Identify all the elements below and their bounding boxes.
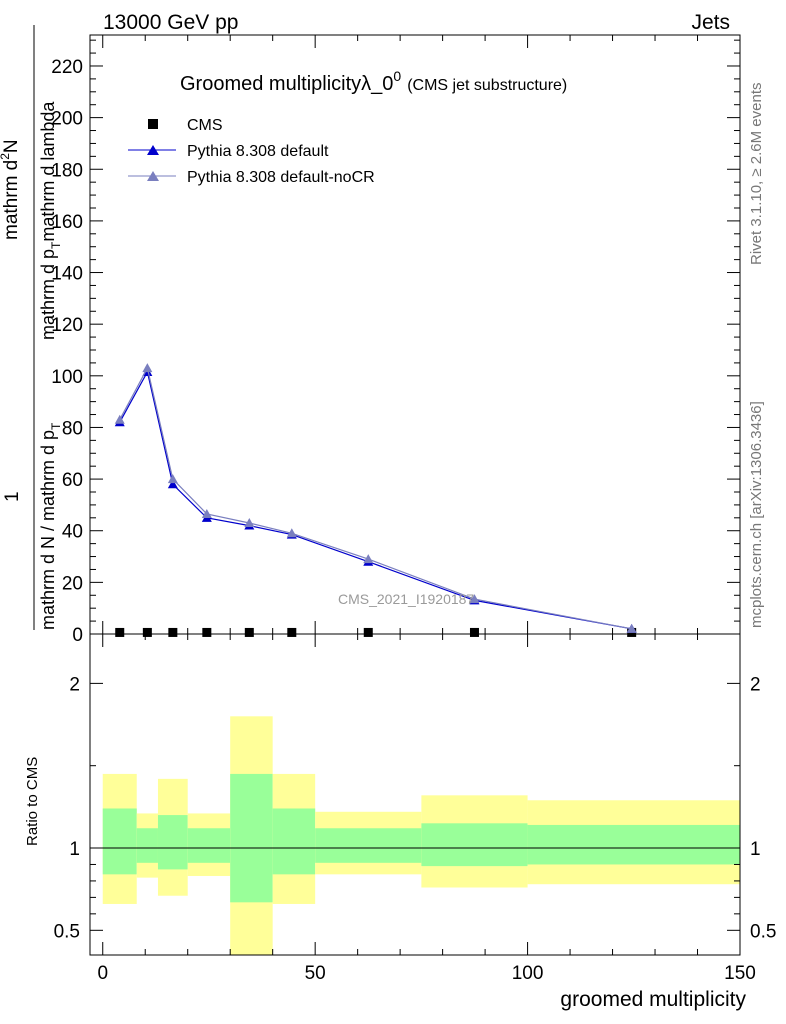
ylabel-den-2: mathrm d pTmathrm d lambda: [38, 101, 63, 340]
ylabel-num-end: N: [1, 139, 22, 153]
cms-data-point: [142, 627, 152, 637]
title-main: Groomed multiplicityλ_0: [180, 73, 393, 95]
ylabel-num: mathrm d2N: [0, 139, 22, 240]
ylabel-den-1-text: mathrm d N / mathrm d p: [38, 430, 58, 630]
ratio-y-tick-label: 1: [69, 839, 80, 860]
y-tick-label: 100: [51, 367, 83, 388]
ylabel-den-3: mathrm d lambda: [38, 101, 58, 242]
ylabel-den-2-sub: T: [49, 241, 63, 249]
ratio-inner-band: [102, 808, 137, 875]
x-tick-label: 150: [724, 963, 756, 984]
ratio-bands-group: [102, 716, 740, 955]
y-tick-label: 20: [62, 573, 83, 594]
ratio-inner-band: [421, 823, 528, 867]
cms-data-point: [115, 627, 125, 637]
energy-label: 13000 GeV pp: [103, 11, 238, 34]
process-label: Jets: [691, 11, 730, 34]
x-tick-label: 0: [97, 963, 108, 984]
legend-marker-pythia-nocr: [147, 171, 159, 181]
y-tick-label: 160: [51, 212, 83, 233]
mc-data-point: [167, 474, 178, 484]
y-tick-label: 60: [62, 470, 83, 491]
x-tick-label: 50: [305, 963, 326, 984]
ratio-y-tick-label: 0.5: [54, 921, 80, 942]
ratio-y-axis-label: Ratio to CMS: [24, 757, 41, 846]
y-tick-label: 200: [51, 109, 83, 130]
ratio-y-tick-label-right: 1: [750, 839, 761, 860]
ylabel-left-one: 1: [2, 491, 23, 502]
title-subtitle: (CMS jet substructure): [407, 77, 567, 94]
legend-item-cms: CMS: [148, 117, 223, 134]
mc-data-point: [286, 528, 297, 538]
y-tick-label: 180: [51, 160, 83, 181]
title-superscript: 0: [393, 68, 401, 84]
ratio-y-tick-label-right: 0.5: [750, 921, 776, 942]
legend-label-pythia-default: Pythia 8.308 default: [187, 143, 329, 160]
mc-data-point: [469, 594, 480, 604]
y-tick-label: 40: [62, 522, 83, 543]
y-tick-label: 80: [62, 418, 83, 439]
ratio-inner-band: [230, 773, 273, 903]
y-tick-label: 120: [51, 315, 83, 336]
cms-data-point: [244, 627, 254, 637]
mc-data-point: [201, 508, 212, 518]
legend: CMS Pythia 8.308 default Pythia 8.308 de…: [128, 117, 375, 186]
mc-data-point: [142, 363, 153, 373]
mc-data-point: [626, 623, 637, 633]
cms-data-point: [168, 627, 178, 637]
ratio-plot-panel: 0.5 0.5 1 1 2 2 0 50 100 150 Ratio to CMS groomed…: [24, 633, 776, 1011]
mc-data-point: [363, 554, 374, 564]
ratio-y-tick-label-right: 2: [750, 674, 761, 695]
ratio-inner-band: [527, 824, 740, 865]
legend-marker-pythia-default: [147, 145, 159, 155]
cms-data-point: [363, 627, 373, 637]
ylabel-num-text: mathrm d: [1, 160, 22, 240]
legend-marker-cms: [148, 119, 158, 129]
rivet-version-label: Rivet 3.1.10, ≥ 2.6M events: [748, 83, 765, 266]
ylabel-den-2-text: mathrm d p: [38, 249, 58, 340]
x-tick-label: 100: [512, 963, 544, 984]
ratio-inner-band: [157, 815, 188, 870]
ratio-inner-band: [187, 828, 231, 863]
main-plot-title: Groomed multiplicityλ_00 (CMS jet substru…: [180, 68, 567, 95]
legend-item-pythia-nocr: Pythia 8.308 default-noCR: [128, 169, 375, 186]
legend-label-pythia-nocr: Pythia 8.308 default-noCR: [187, 169, 375, 186]
main-series-group: [114, 363, 637, 637]
x-axis-label: groomed multiplicity: [560, 988, 746, 1011]
y-tick-label: 0: [72, 625, 83, 646]
watermark-label: CMS_2021_I1920187: [338, 591, 474, 607]
y-tick-label: 220: [51, 57, 83, 78]
main-axis-ticks: 0 20 40 60 80 100 120 140 160 180 200 220: [51, 35, 741, 646]
main-y-axis-label: 1 mathrm d N / mathrm d pT mathrm d2N ma…: [0, 25, 63, 630]
legend-label-cms: CMS: [187, 117, 223, 134]
cms-data-point: [202, 627, 212, 637]
ratio-axis-ticks: 0.5 0.5 1 1 2 2 0 50 100 150: [54, 634, 776, 984]
mc-data-point: [244, 517, 255, 527]
ratio-inner-band: [136, 828, 158, 863]
ratio-y-tick-label: 2: [69, 674, 80, 695]
y-tick-label: 140: [51, 264, 83, 285]
ylabel-num-sup: 2: [0, 153, 12, 160]
legend-item-pythia-default: Pythia 8.308 default: [128, 143, 329, 160]
ylabel-den-1-sub: T: [49, 422, 63, 430]
ratio-inner-band: [272, 808, 316, 875]
ratio-plot-frame: [89, 633, 741, 956]
ratio-inner-band: [315, 828, 422, 863]
series-line-2: [119, 366, 632, 630]
mc-data-point: [114, 414, 125, 424]
mcplots-label: mcplots.cern.ch [arXiv:1306.3436]: [748, 401, 765, 628]
ylabel-den-1: mathrm d N / mathrm d pT: [38, 422, 63, 630]
mc-data-point: [167, 479, 178, 489]
cms-data-point: [469, 627, 479, 637]
cms-data-point: [287, 627, 297, 637]
